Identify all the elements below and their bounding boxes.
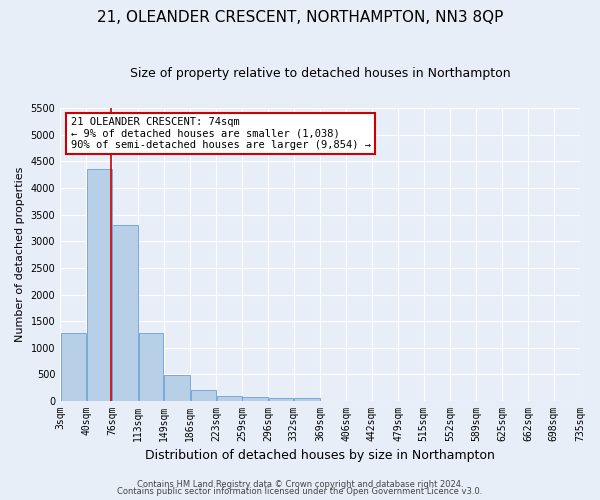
- Bar: [164, 375, 190, 401]
- Bar: [87, 170, 112, 401]
- Text: Contains public sector information licensed under the Open Government Licence v3: Contains public sector information licen…: [118, 487, 482, 496]
- Text: Contains HM Land Registry data © Crown copyright and database right 2024.: Contains HM Land Registry data © Crown c…: [137, 480, 463, 489]
- Bar: [61, 334, 86, 401]
- Bar: [242, 397, 268, 401]
- Bar: [217, 396, 242, 401]
- Bar: [269, 398, 293, 401]
- Text: 21, OLEANDER CRESCENT, NORTHAMPTON, NN3 8QP: 21, OLEANDER CRESCENT, NORTHAMPTON, NN3 …: [97, 10, 503, 25]
- Text: 21 OLEANDER CRESCENT: 74sqm
← 9% of detached houses are smaller (1,038)
90% of s: 21 OLEANDER CRESCENT: 74sqm ← 9% of deta…: [71, 117, 371, 150]
- Bar: [191, 390, 216, 401]
- X-axis label: Distribution of detached houses by size in Northampton: Distribution of detached houses by size …: [145, 450, 495, 462]
- Bar: [294, 398, 320, 401]
- Bar: [139, 334, 163, 401]
- Title: Size of property relative to detached houses in Northampton: Size of property relative to detached ho…: [130, 68, 511, 80]
- Y-axis label: Number of detached properties: Number of detached properties: [15, 167, 25, 342]
- Bar: [112, 226, 138, 401]
